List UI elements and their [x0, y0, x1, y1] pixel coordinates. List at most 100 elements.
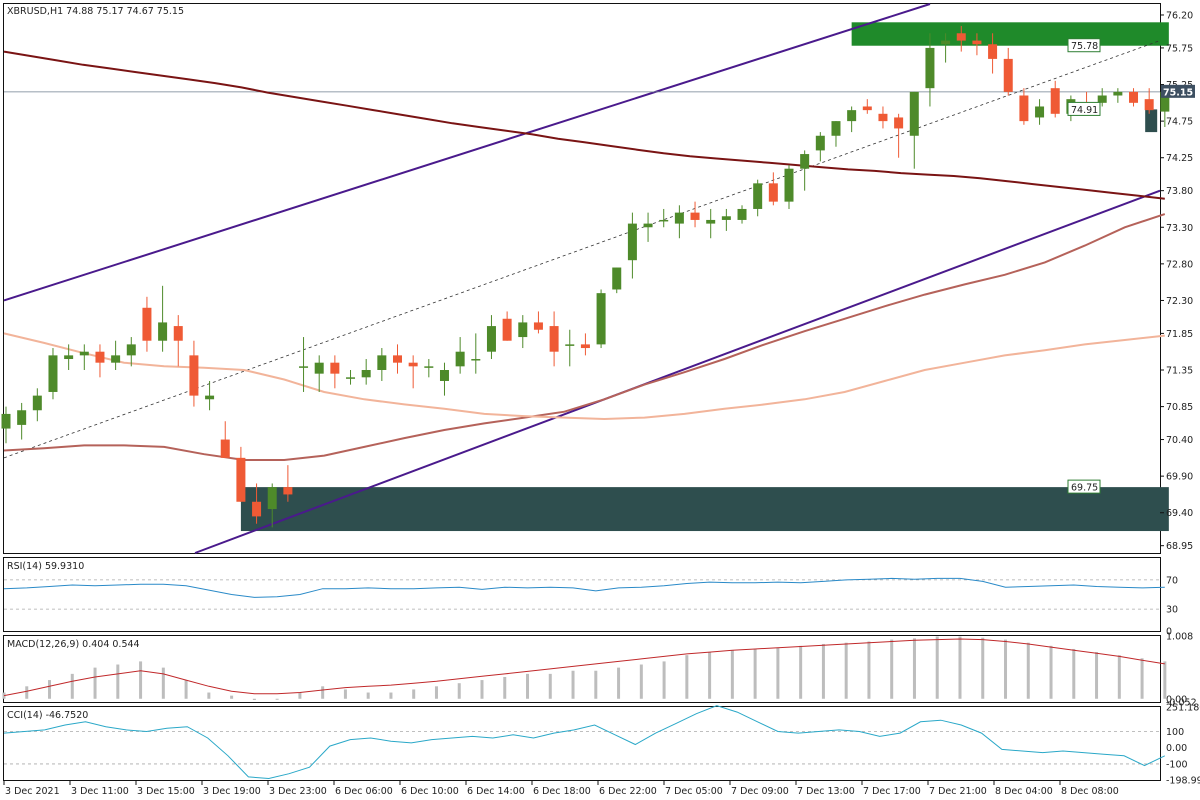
macd-bar [1026, 642, 1030, 699]
entry-zone [1145, 109, 1158, 133]
cci-panel [3, 706, 1161, 781]
candle-body [784, 168, 794, 202]
candle-body [956, 33, 966, 41]
macd-bar [412, 689, 416, 699]
macd-signal-line [3, 638, 1165, 697]
macd-bar [799, 645, 803, 699]
candle-body [690, 212, 700, 220]
price-tick-label: 76.20 [1166, 10, 1193, 21]
macd-bar [844, 642, 848, 699]
candle-body [346, 377, 356, 379]
macd-bar [389, 692, 393, 699]
time-tick-label: 3 Dec 2021 [5, 786, 60, 797]
time-tick-label: 6 Dec 18:00 [533, 786, 591, 797]
candle-body [753, 183, 763, 209]
macd-bar [1004, 639, 1008, 699]
macd-bar [958, 636, 962, 699]
macd-tick-label: 0.00 [1166, 694, 1187, 705]
candle-body [518, 322, 528, 338]
macd-bar [617, 667, 621, 699]
macd-bar [981, 637, 985, 699]
macd-bar [1072, 648, 1076, 699]
price-tick-label: 71.85 [1166, 329, 1193, 340]
symbol-header: XBRUSD,H1 74.88 75.17 74.67 75.15 [7, 6, 184, 17]
candle-body [95, 351, 105, 363]
candle-body [1050, 88, 1060, 114]
candle-body [1019, 95, 1029, 122]
time-tick-label: 7 Dec 05:00 [665, 786, 723, 797]
macd-bar [70, 673, 74, 699]
candle-body [267, 487, 277, 510]
time-tick-label: 8 Dec 08:00 [1061, 786, 1119, 797]
macd-bar [48, 680, 52, 699]
macd-bar [480, 680, 484, 699]
cci-label: CCI(14) -46.7520 [7, 710, 88, 721]
candle-body [252, 501, 262, 517]
candle-body [737, 208, 747, 220]
macd-bar [298, 692, 302, 699]
macd-bar [571, 670, 575, 699]
macd-bar [821, 643, 825, 699]
candle-body [502, 318, 512, 341]
cci-tick-label: 251.1805 [1166, 703, 1200, 714]
rsi-panel [3, 557, 1161, 632]
candle-body [408, 362, 418, 367]
candle-body [894, 117, 904, 129]
time-tick-label: 7 Dec 13:00 [797, 786, 855, 797]
macd-bar [321, 686, 325, 699]
candle-body [706, 219, 716, 224]
channel-lower-line [194, 189, 1161, 554]
support-zone [240, 487, 1169, 532]
current-price-badge [1161, 84, 1195, 98]
macd-bar [912, 638, 916, 699]
macd-bar [867, 641, 871, 699]
candle-body [439, 370, 449, 381]
macd-bar [139, 661, 143, 699]
macd-bar [708, 652, 712, 699]
macd-bar [1163, 661, 1167, 699]
candle-body [1003, 58, 1013, 92]
candle-body [1, 413, 11, 429]
candle-body [1144, 99, 1154, 111]
price-tick-label: 74.75 [1166, 117, 1193, 128]
candle-body [972, 40, 982, 45]
price-tick-label: 68.95 [1166, 541, 1193, 552]
macd-bar [1049, 645, 1053, 699]
cci-tick-label: -100 [1166, 759, 1188, 770]
candle-body [111, 355, 121, 363]
macd-bar [503, 676, 507, 699]
candle-body [424, 366, 434, 368]
level-label: 75.78 [1071, 41, 1098, 52]
macd-bar [343, 689, 347, 699]
candle-body [1097, 95, 1107, 103]
candle-body [173, 326, 183, 341]
candle-body [205, 395, 215, 400]
time-tick-label: 6 Dec 06:00 [335, 786, 393, 797]
cci-tick-label: -198.996 [1166, 776, 1200, 787]
candle-body [643, 223, 653, 228]
macd-bar [776, 647, 780, 699]
candle-body [1160, 91, 1170, 112]
macd-bar [1117, 655, 1121, 699]
candle-body [299, 366, 309, 368]
time-tick-label: 6 Dec 22:00 [599, 786, 657, 797]
candle-body [909, 91, 919, 136]
candle-body [471, 359, 481, 361]
time-tick-label: 3 Dec 23:00 [269, 786, 327, 797]
macd-panel [3, 635, 1161, 703]
price-tick-label: 71.35 [1166, 366, 1193, 377]
macd-bar [116, 664, 120, 699]
price-tick-label: 75.75 [1166, 43, 1193, 54]
ma-slow-line [3, 50, 1165, 200]
macd-bar [935, 636, 939, 699]
level-box [1067, 101, 1101, 116]
time-tick-label: 7 Dec 09:00 [731, 786, 789, 797]
candles-layer [1, 25, 1170, 528]
macd-bar [230, 695, 234, 699]
price-tick-label: 72.80 [1166, 259, 1193, 270]
candle-body [1113, 91, 1123, 96]
rsi-layer: 70 30 0 [3, 575, 1178, 638]
candle-body [126, 344, 136, 356]
channel-upper-line [3, 3, 931, 302]
